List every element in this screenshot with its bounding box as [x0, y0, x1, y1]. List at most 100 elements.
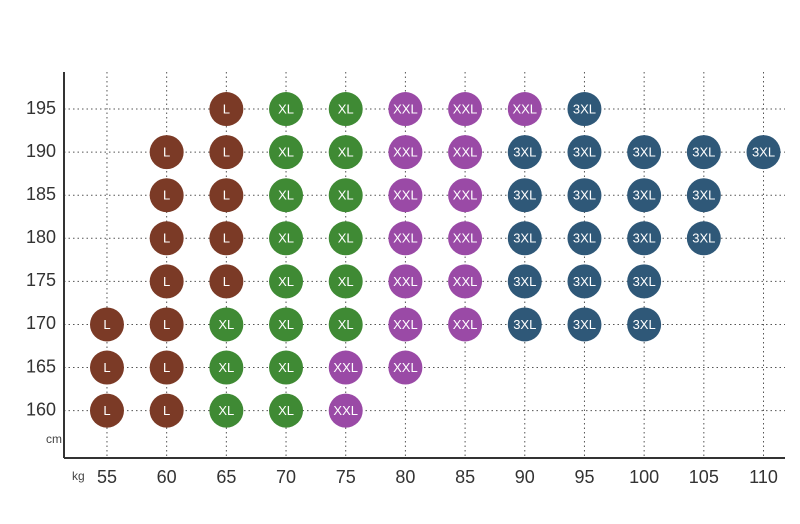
size-dot [627, 135, 662, 170]
size-label: XL [218, 360, 234, 375]
size-label: XXL [453, 231, 478, 246]
size-label: 3XL [633, 317, 656, 332]
size-label: 3XL [692, 188, 715, 203]
size-dot [209, 307, 244, 342]
size-dot [328, 92, 363, 127]
size-dot [567, 307, 602, 342]
size-label: XL [218, 317, 234, 332]
x-tick-label: 105 [689, 467, 719, 487]
size-dot [507, 92, 542, 127]
x-tick-label: 60 [157, 467, 177, 487]
size-label: L [163, 145, 170, 160]
size-dot [209, 221, 244, 256]
size-dot [507, 135, 542, 170]
size-label: XXL [512, 101, 537, 116]
size-label: L [163, 231, 170, 246]
size-dot [209, 135, 244, 170]
size-dot [149, 178, 184, 213]
size-label: L [163, 274, 170, 289]
size-dot [627, 178, 662, 213]
size-dot [209, 393, 244, 428]
size-label: 3XL [513, 317, 536, 332]
size-dot [89, 393, 124, 428]
size-dot [448, 135, 483, 170]
size-label: L [103, 360, 110, 375]
size-label: XXL [393, 231, 418, 246]
size-dot [149, 307, 184, 342]
size-dot [209, 350, 244, 385]
size-dot [269, 307, 304, 342]
x-tick-label: 85 [455, 467, 475, 487]
size-dot [388, 221, 423, 256]
size-dot [209, 178, 244, 213]
size-dot [328, 350, 363, 385]
size-label: 3XL [633, 145, 656, 160]
x-tick-label: 75 [336, 467, 356, 487]
size-label: XL [338, 317, 354, 332]
size-label: 3XL [633, 274, 656, 289]
size-label: 3XL [633, 188, 656, 203]
size-label: 3XL [633, 231, 656, 246]
size-label: L [163, 360, 170, 375]
size-dot [507, 264, 542, 299]
size-label: 3XL [573, 145, 596, 160]
size-label: L [223, 101, 230, 116]
size-label: XXL [453, 274, 478, 289]
size-dot [507, 221, 542, 256]
size-dot [448, 221, 483, 256]
size-dot [567, 92, 602, 127]
size-label: XL [278, 274, 294, 289]
y-tick-label: 160 [26, 399, 56, 419]
size-label: XL [338, 231, 354, 246]
size-dot [328, 135, 363, 170]
size-dot [686, 135, 721, 170]
y-tick-label: 165 [26, 356, 56, 376]
size-dot [149, 350, 184, 385]
size-dot [507, 307, 542, 342]
size-dot [89, 350, 124, 385]
x-tick-label: 100 [629, 467, 659, 487]
size-dot [149, 264, 184, 299]
size-dot [269, 221, 304, 256]
size-label: XL [278, 403, 294, 418]
y-tick-label: 195 [26, 98, 56, 118]
size-label: XL [278, 317, 294, 332]
size-dot [328, 178, 363, 213]
size-dot [209, 92, 244, 127]
size-dot [328, 307, 363, 342]
size-dot [269, 135, 304, 170]
y-tick-label: 180 [26, 227, 56, 247]
size-label: XL [338, 101, 354, 116]
size-label: L [163, 403, 170, 418]
x-tick-label: 80 [395, 467, 415, 487]
size-dot [627, 307, 662, 342]
size-label: XL [338, 188, 354, 203]
size-label: L [223, 231, 230, 246]
size-label: XL [218, 403, 234, 418]
size-label: L [223, 274, 230, 289]
size-label: XXL [453, 317, 478, 332]
size-dot [209, 264, 244, 299]
size-label: 3XL [692, 231, 715, 246]
size-label: XXL [453, 101, 478, 116]
size-label: 3XL [752, 145, 775, 160]
size-dot [567, 178, 602, 213]
size-dot [627, 221, 662, 256]
size-label: XXL [453, 145, 478, 160]
size-dot [269, 264, 304, 299]
size-label: 3XL [513, 231, 536, 246]
size-dot [686, 178, 721, 213]
size-label: L [103, 403, 110, 418]
size-dot [269, 178, 304, 213]
size-label: XL [278, 231, 294, 246]
size-label: 3XL [513, 188, 536, 203]
size-dot [567, 221, 602, 256]
size-dot [269, 393, 304, 428]
x-tick-label: 65 [216, 467, 236, 487]
size-dot [388, 178, 423, 213]
size-dot [746, 135, 781, 170]
size-label: XXL [393, 274, 418, 289]
size-label: L [223, 188, 230, 203]
size-dot [388, 92, 423, 127]
